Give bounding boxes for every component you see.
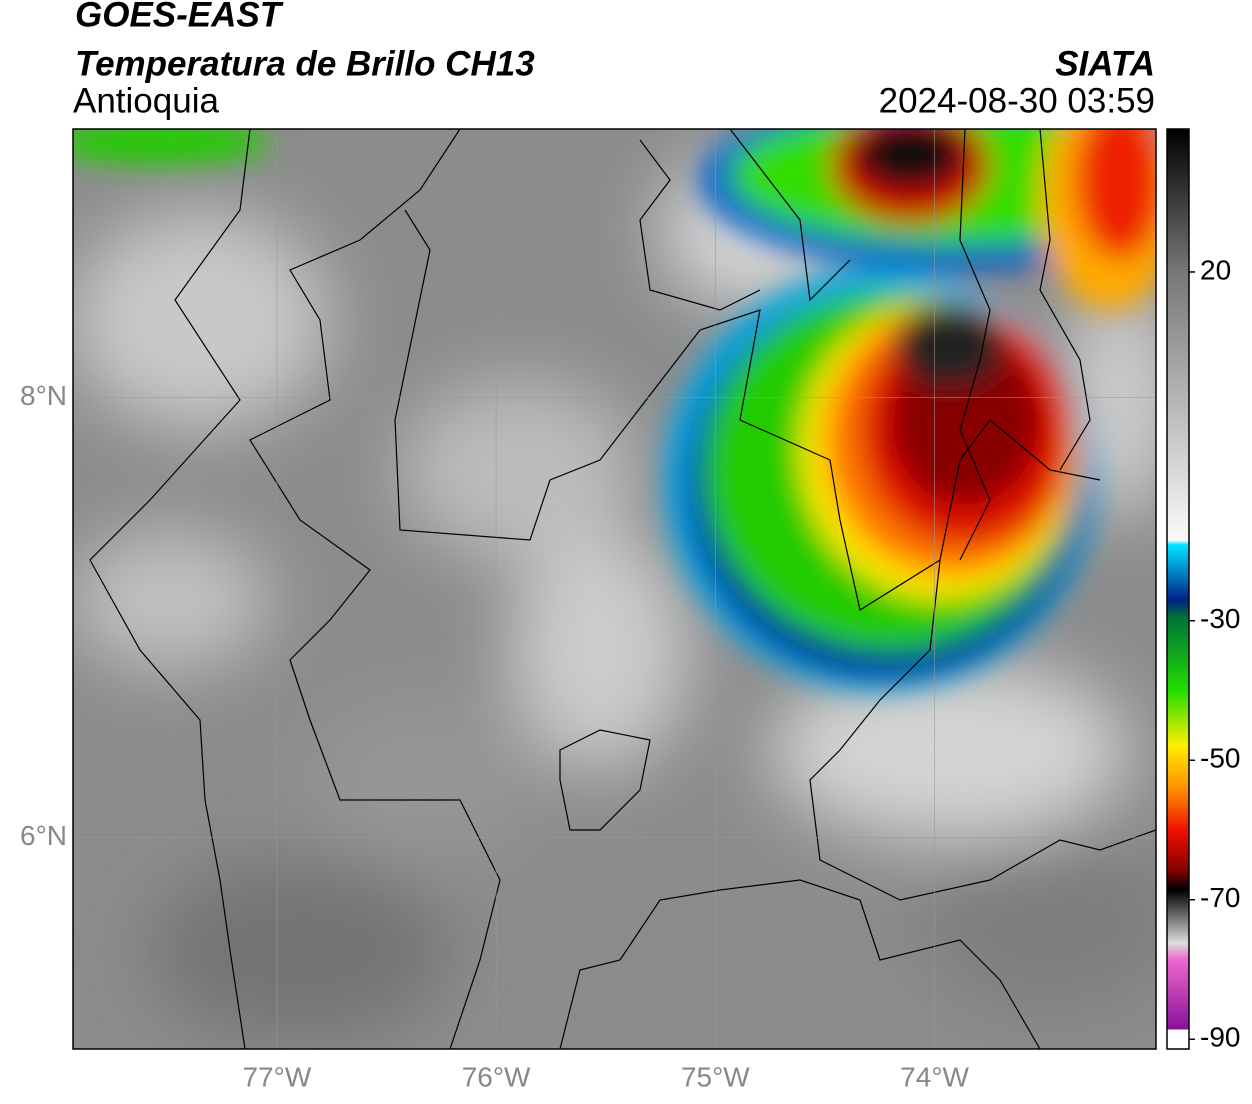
colorbar-tick-label: -50 bbox=[1200, 743, 1240, 774]
colorbar-tick-label: -70 bbox=[1200, 882, 1240, 913]
colorbar-tick-label: -90 bbox=[1200, 1022, 1240, 1053]
colorbar-tick-label: 20 bbox=[1200, 254, 1231, 285]
map-frame bbox=[72, 128, 1157, 1050]
y-tick-label: 8°N bbox=[20, 380, 67, 411]
colorbar-tick-label: -30 bbox=[1200, 603, 1240, 634]
graticule: 77°W 76°W 75°W 74°W 8°N 6°N bbox=[20, 129, 1156, 1092]
title: GOES-EAST bbox=[75, 0, 284, 34]
subtitle: Temperatura de Brillo CH13 bbox=[75, 44, 535, 83]
y-tick-label: 6°N bbox=[20, 820, 67, 851]
satellite-image bbox=[73, 129, 1156, 1049]
borders bbox=[89, 129, 1156, 1049]
x-tick-label: 76°W bbox=[462, 1061, 531, 1092]
x-tick-label: 74°W bbox=[900, 1061, 969, 1092]
datetime: 2024-08-30 03:59 bbox=[879, 81, 1155, 120]
region: Antioquia bbox=[73, 81, 219, 120]
x-tick-label: 75°W bbox=[681, 1061, 750, 1092]
colorbar bbox=[1166, 128, 1190, 1050]
colorbar-ticks: 20 -30 -50 -70 -90 bbox=[1189, 254, 1240, 1053]
header: GOES-EAST Temperatura de Brillo CH13 Ant… bbox=[73, 0, 1155, 120]
x-tick-label: 77°W bbox=[242, 1061, 311, 1092]
source: SIATA bbox=[1055, 44, 1155, 83]
